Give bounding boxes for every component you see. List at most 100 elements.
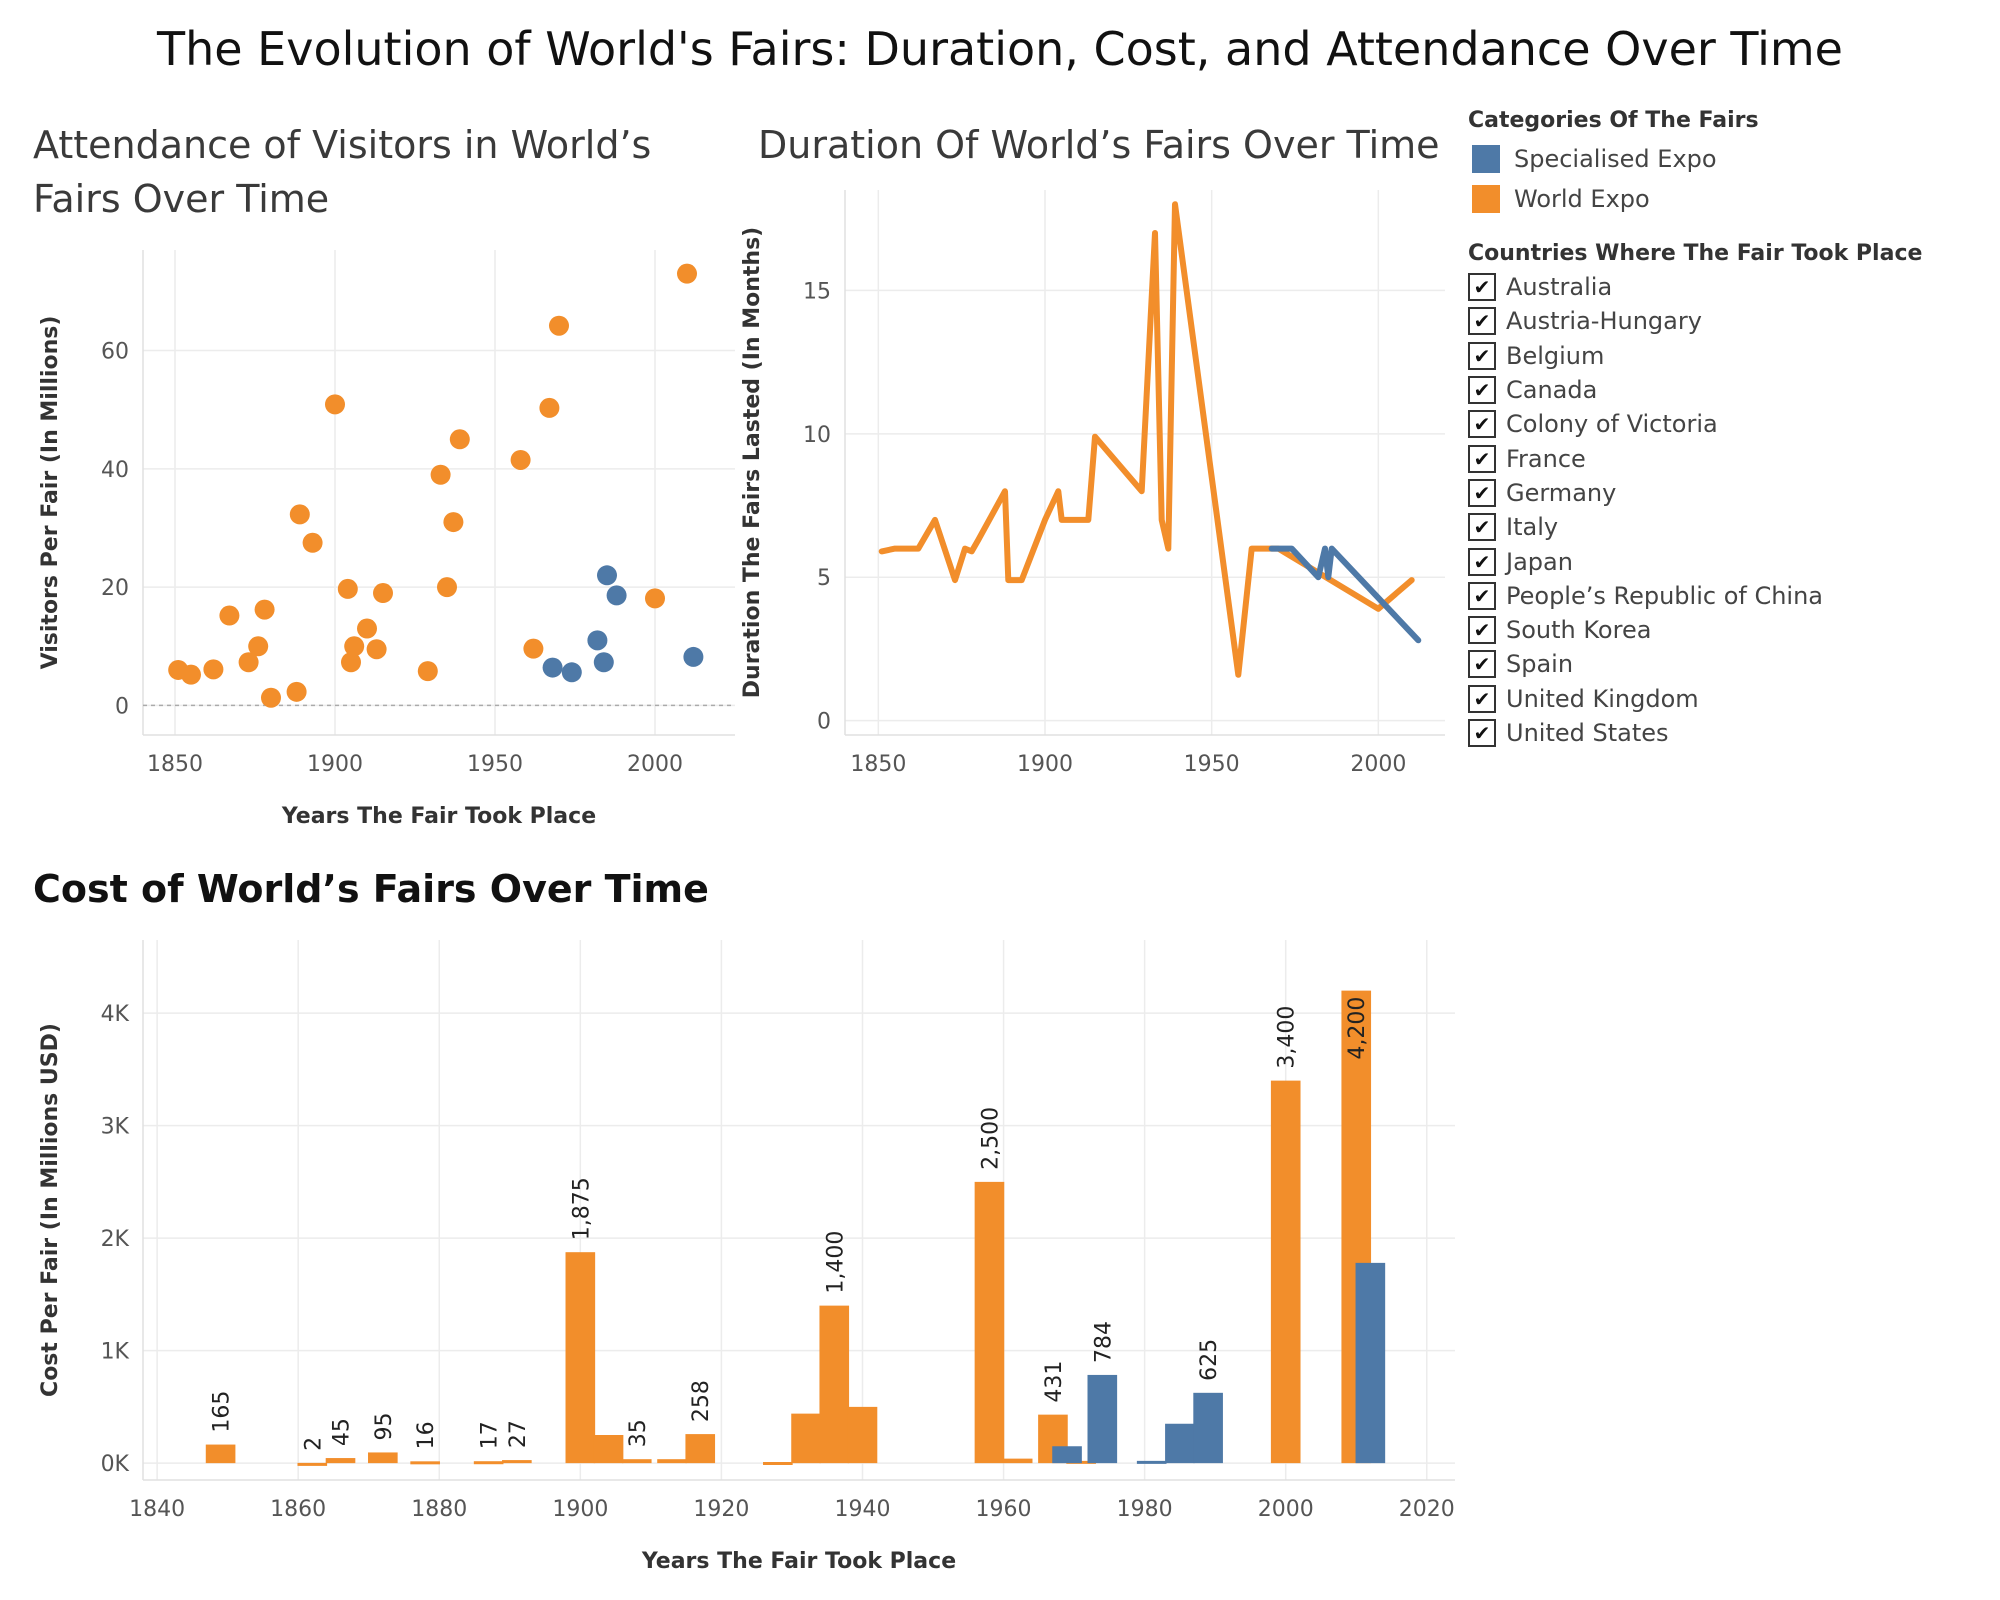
cost-bar xyxy=(1270,1080,1301,1464)
scatter-point xyxy=(261,687,281,708)
bar-value-label: 258 xyxy=(689,1380,714,1422)
country-filter-item[interactable]: ✔ People’s Republic of China xyxy=(1468,579,1988,613)
y-tick-label: 60 xyxy=(101,340,129,365)
bar-value-label: 27 xyxy=(506,1420,531,1448)
country-filter-label: Belgium xyxy=(1506,341,1605,370)
country-filter-heading: Countries Where The Fair Took Place xyxy=(1468,241,1923,266)
bar-value-label: 165 xyxy=(210,1391,235,1433)
duration-chart-title: Duration Of World’s Fairs Over Time xyxy=(758,123,1440,167)
attendance-chart-title: Attendance of Visitors in World’s Fairs … xyxy=(33,118,651,226)
country-filter-label: Australia xyxy=(1506,273,1613,302)
country-filter-item[interactable]: ✔ Belgium xyxy=(1468,339,1988,373)
country-filter-item[interactable]: ✔ Australia xyxy=(1468,270,1988,304)
bar-value-label: 431 xyxy=(1042,1361,1067,1403)
scatter-point xyxy=(449,429,470,450)
scatter-point xyxy=(510,449,531,470)
checkbox-checked-icon[interactable]: ✔ xyxy=(1468,341,1496,370)
checkbox-checked-icon[interactable]: ✔ xyxy=(1468,650,1496,679)
country-filter-item[interactable]: ✔ Italy xyxy=(1468,510,1988,544)
scatter-point xyxy=(677,263,697,284)
country-filter-label: United States xyxy=(1506,719,1669,747)
legend-item-world[interactable]: World Expo xyxy=(1468,179,1988,219)
checkbox-checked-icon[interactable]: ✔ xyxy=(1468,410,1496,439)
scatter-point xyxy=(683,646,704,667)
country-filter-item[interactable]: ✔ United States xyxy=(1468,716,1988,750)
scatter-point xyxy=(248,636,269,657)
cost-bar xyxy=(205,1444,236,1464)
bar-value-label: 1,400 xyxy=(823,1231,848,1294)
country-filter-label: Austria-Hungary xyxy=(1506,307,1702,336)
checkbox-checked-icon[interactable]: ✔ xyxy=(1468,616,1496,645)
x-tick-label: 1840 xyxy=(129,1497,185,1522)
x-tick-label: 2020 xyxy=(1399,1497,1455,1522)
country-filter-item[interactable]: ✔ Japan xyxy=(1468,544,1988,578)
cost-bar xyxy=(1165,1423,1195,1464)
country-filter-item[interactable]: ✔ France xyxy=(1468,441,1988,475)
country-filter-item[interactable]: ✔ United Kingdom xyxy=(1468,682,1988,716)
y-tick-label: 3K xyxy=(101,1115,130,1140)
attendance-scatter-chart: 1850 1900 1950 2000 0 20 40 60 Years The Fair To… xyxy=(38,250,735,829)
cost-bar xyxy=(1136,1460,1167,1464)
checkbox-checked-icon[interactable]: ✔ xyxy=(1468,684,1496,713)
duration-line-chart: 1850190019502000051015Years The Fair Too… xyxy=(740,190,1445,777)
attendance-title-line-2: Fairs Over Time xyxy=(33,177,330,221)
checkbox-checked-icon[interactable]: ✔ xyxy=(1468,547,1496,576)
series-line xyxy=(1268,545,1422,644)
x-tick-label: 1860 xyxy=(270,1497,326,1522)
country-filter-label: United Kingdom xyxy=(1506,684,1699,713)
bar-value-label: 1,875 xyxy=(569,1177,594,1240)
checkbox-checked-icon[interactable]: ✔ xyxy=(1468,307,1496,336)
cost-bar xyxy=(410,1461,440,1465)
x-tick-label: 1940 xyxy=(834,1497,890,1522)
country-filter-item[interactable]: ✔ Colony of Victoria xyxy=(1468,407,1988,441)
cost-chart-title: Cost of World’s Fairs Over Time xyxy=(33,867,709,911)
bar-value-label: 4,200 xyxy=(1345,997,1370,1060)
legend-label-world: World Expo xyxy=(1514,185,1650,213)
bar-value-label: 2,500 xyxy=(978,1107,1003,1170)
y-tick-label: 40 xyxy=(101,458,129,483)
scatter-point xyxy=(357,618,377,639)
y-tick-label: 5 xyxy=(817,566,831,591)
country-filter-item[interactable]: ✔ Canada xyxy=(1468,373,1988,407)
x-tick-label: 2000 xyxy=(627,752,683,777)
checkbox-checked-icon[interactable]: ✔ xyxy=(1468,581,1496,610)
scatter-point xyxy=(341,652,361,673)
scatter-point xyxy=(373,583,393,604)
cost-bar-chart: 1840 1860 1880 1900 1920 1940 1960 1980 2000 2020… xyxy=(38,940,1455,1574)
country-filter-item[interactable]: ✔ Austria-Hungary xyxy=(1468,304,1988,338)
scatter-point xyxy=(337,578,358,599)
checkbox-checked-icon[interactable]: ✔ xyxy=(1468,376,1496,405)
cost-bar xyxy=(685,1434,716,1464)
bar-value-label: 17 xyxy=(478,1421,503,1449)
cost-bar xyxy=(791,1413,821,1464)
x-tick-label: 1950 xyxy=(467,752,523,777)
country-filter-item[interactable]: ✔ Spain xyxy=(1468,647,1988,681)
scatter-point xyxy=(417,661,438,682)
checkbox-checked-icon[interactable]: ✔ xyxy=(1468,273,1496,302)
scatter-point xyxy=(597,565,617,586)
country-filter-item[interactable]: ✔ Germany xyxy=(1468,476,1988,510)
y-tick-label: 20 xyxy=(101,576,129,601)
legend-heading: Categories Of The Fairs xyxy=(1468,108,1759,133)
x-tick-label: 1900 xyxy=(1017,752,1073,777)
legend-item-specialised[interactable]: Specialised Expo xyxy=(1468,139,1988,179)
y-tick-label: 4K xyxy=(101,1002,130,1027)
checkbox-checked-icon[interactable]: ✔ xyxy=(1468,444,1496,473)
legend-swatch-world xyxy=(1472,185,1500,213)
scatter-point xyxy=(539,397,560,418)
legend-label-specialised: Specialised Expo xyxy=(1514,145,1717,173)
country-filter-item[interactable]: ✔ South Korea xyxy=(1468,613,1988,647)
cost-bar xyxy=(657,1459,687,1464)
checkbox-checked-icon[interactable]: ✔ xyxy=(1468,478,1496,507)
checkbox-checked-icon[interactable]: ✔ xyxy=(1468,719,1496,747)
country-filter-label: Germany xyxy=(1506,478,1617,507)
scatter-point xyxy=(238,652,259,673)
legend-panel: Categories Of The Fairs Specialised Expo… xyxy=(1468,108,1988,750)
cost-bar xyxy=(593,1435,624,1464)
checkbox-checked-icon[interactable]: ✔ xyxy=(1468,513,1496,542)
bar-value-label: 35 xyxy=(626,1419,651,1447)
scatter-point xyxy=(430,464,451,485)
scatter-point xyxy=(286,681,307,702)
x-tick-label: 1900 xyxy=(552,1497,608,1522)
x-tick-label: 1960 xyxy=(976,1497,1032,1522)
